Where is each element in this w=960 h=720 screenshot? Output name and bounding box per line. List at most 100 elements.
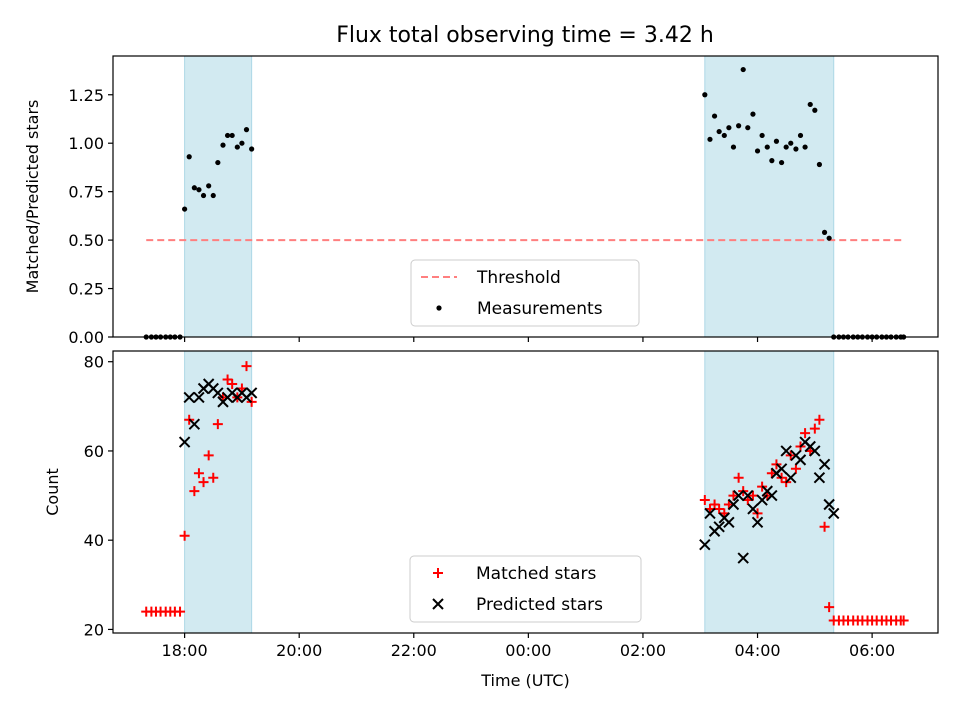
matched-star-point	[208, 472, 219, 483]
measurement-point	[711, 113, 718, 119]
measurement-point	[802, 144, 808, 150]
measurement-point	[206, 183, 212, 189]
matched-star-point	[800, 428, 811, 439]
matched-star-point	[814, 414, 825, 425]
legend-label: Threshold	[476, 268, 561, 288]
measurement-point	[191, 185, 197, 191]
measurement-point	[726, 125, 732, 131]
measurement-point	[702, 92, 708, 98]
x-tick-label: 00:00	[505, 641, 551, 660]
y-tick-label: 80	[84, 353, 104, 372]
measurement-point	[215, 159, 221, 166]
measurement-point	[730, 144, 737, 150]
predicted-star-point	[732, 489, 745, 502]
matched-star-point	[699, 495, 710, 506]
matched-star-point	[819, 521, 830, 532]
matched-star-point	[175, 606, 186, 617]
y-tick-label: 40	[84, 531, 104, 550]
measurement-point	[182, 206, 188, 212]
predicted-star-point	[785, 472, 797, 484]
predicted-star-point	[747, 503, 759, 515]
y-tick-label: 0.00	[68, 328, 104, 347]
x-tick-label: 06:00	[849, 641, 895, 660]
measurement-point	[783, 144, 789, 150]
predicted-star-point	[780, 445, 792, 457]
count-series-x	[178, 378, 840, 564]
chart-title: Flux total observing time = 3.42 h	[336, 23, 714, 48]
predicted-star-point	[699, 538, 711, 551]
matched-star-point	[747, 490, 758, 501]
measurement-point	[196, 187, 202, 193]
measurement-point	[243, 127, 250, 133]
measurement-point	[750, 111, 756, 117]
predicted-star-point	[704, 507, 716, 520]
measurement-point	[793, 146, 799, 152]
measurement-point	[812, 107, 818, 113]
measurement-point	[807, 101, 813, 108]
predicted-star-point	[813, 472, 826, 484]
matched-star-point	[824, 602, 835, 613]
matched-star-point	[714, 503, 725, 514]
predicted-star-point	[756, 494, 768, 506]
matched-star-point	[733, 472, 744, 483]
measurement-point	[736, 123, 742, 129]
measurement-point	[797, 132, 804, 139]
x-tick-label: 02:00	[620, 641, 666, 660]
legend-measurement-handle	[436, 305, 442, 311]
measurement-point	[745, 125, 751, 131]
x-tick-label: 04:00	[734, 641, 780, 660]
predicted-star-point	[727, 498, 740, 511]
x-tick-label: 22:00	[391, 641, 437, 660]
y-tick-label: 20	[84, 620, 104, 639]
measurement-point	[239, 140, 245, 146]
matched-star-point	[709, 499, 720, 510]
predicted-star-point	[828, 507, 840, 520]
measurement-point	[759, 132, 765, 139]
matched-star-point	[222, 374, 233, 385]
predicted-star-point	[751, 516, 764, 529]
legend-label: Predicted stars	[476, 595, 603, 615]
measurement-point	[200, 192, 207, 199]
predicted-star-point	[742, 489, 754, 502]
y-tick-label: 60	[84, 442, 104, 461]
legend-predicted-handle	[432, 598, 444, 610]
ratio-y-axis-label: Matched/Predicted stars	[23, 100, 42, 294]
measurement-point	[816, 161, 823, 168]
legend-label: Measurements	[477, 299, 603, 319]
y-tick-label: 1.00	[68, 134, 104, 153]
measurement-point	[754, 148, 761, 154]
x-axis-label: Time (UTC)	[480, 671, 569, 690]
measurement-point	[716, 128, 722, 135]
measurement-point	[234, 144, 240, 150]
measurement-point	[210, 192, 216, 199]
legend-box	[409, 555, 642, 623]
predicted-star-point	[178, 436, 191, 448]
matched-star-point	[212, 419, 223, 430]
matched-star-point	[193, 468, 204, 479]
count-y-axis-label: Count	[43, 468, 62, 516]
y-tick-label: 0.50	[68, 231, 104, 250]
measurement-point	[773, 138, 780, 144]
matched-star-point	[241, 361, 252, 372]
count-panel: 20 40 60 80 18:00 20:00 22:00 00:00 02:00 04:00 06…	[43, 350, 939, 690]
measurement-point	[778, 159, 785, 166]
predicted-star-point	[775, 463, 788, 475]
count-legend: Matched stars Predicted stars	[409, 555, 642, 623]
matched-star-point	[898, 615, 909, 626]
predicted-star-point	[737, 552, 749, 564]
predicted-star-point	[809, 445, 821, 457]
predicted-star-point	[245, 387, 258, 399]
legend-label: Matched stars	[476, 564, 596, 584]
predicted-star-point	[193, 391, 205, 404]
matched-star-point	[809, 423, 820, 434]
ratio-shaded-interval	[704, 55, 835, 338]
matched-star-point	[790, 463, 801, 474]
predicted-star-point	[818, 458, 831, 471]
measurement-point	[764, 144, 770, 150]
measurement-point	[707, 136, 713, 142]
measurement-point	[721, 132, 727, 139]
measurement-point	[224, 132, 231, 139]
x-tick-label: 18:00	[162, 641, 208, 660]
predicted-star-point	[212, 387, 224, 399]
